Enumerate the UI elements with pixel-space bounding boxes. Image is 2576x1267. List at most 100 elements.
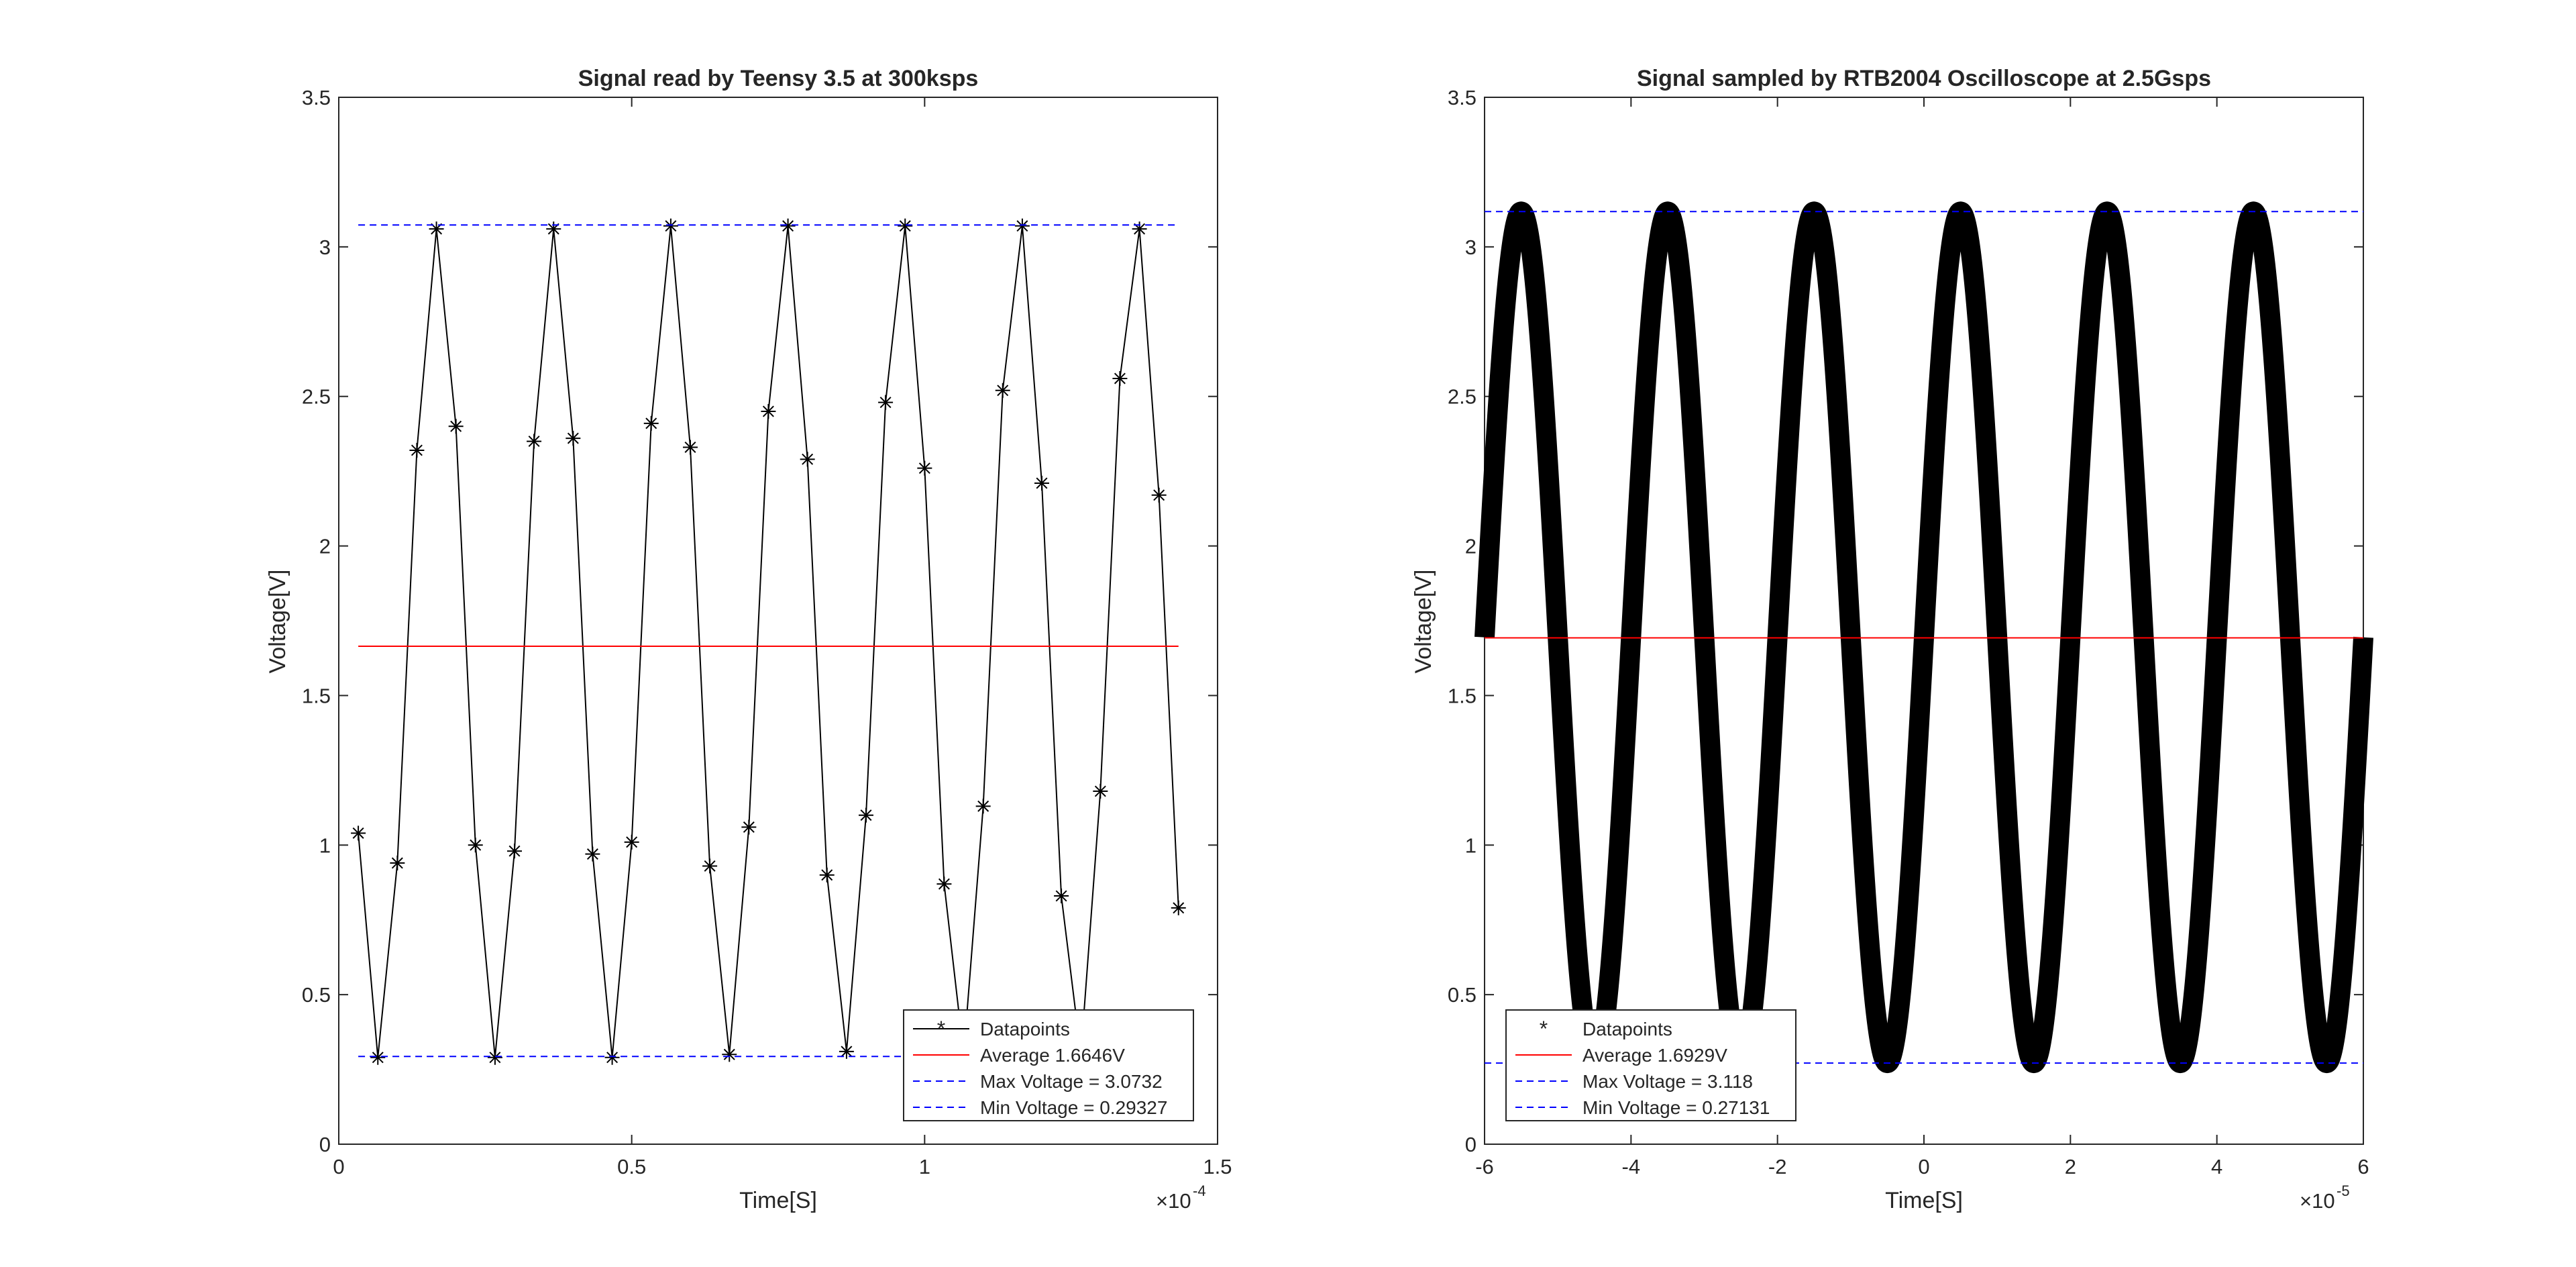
left-series-0-point-7-stroke [489, 1052, 501, 1064]
left-series-0-point-16-stroke [665, 220, 677, 232]
left-series-0-point-4 [429, 221, 444, 237]
left-series-0-point-13-stroke [606, 1052, 619, 1064]
left-series-0-point-39-stroke [1114, 372, 1126, 385]
left-series-0-point-35 [1034, 475, 1049, 491]
right-x-tick-label: -4 [1622, 1155, 1641, 1178]
left-series-0-point-24-stroke [821, 869, 833, 881]
left-series-0-point-34-stroke [1016, 220, 1028, 232]
right-legend-max-label: Max Voltage = 3.118 [1582, 1071, 1753, 1092]
left-series-0-point-22-stroke [782, 220, 794, 232]
right-chart: Signal sampled by RTB2004 Oscilloscope a… [1411, 66, 2373, 1213]
left-series-0-point-21 [761, 404, 776, 419]
left-series-0-point-11-stroke [567, 432, 579, 444]
right-y-tick-label: 2.5 [1448, 385, 1477, 409]
left-series-0-point-32-stroke [977, 800, 989, 812]
left-series-0-point-2 [390, 856, 405, 871]
right-chart-legend-box [1505, 1009, 1796, 1121]
left-series-0-point-1-stroke [372, 1052, 384, 1064]
left-x-tick-label: 1.5 [1203, 1155, 1232, 1178]
right-x-tick-label: 4 [2211, 1155, 2222, 1178]
left-series-0-point-39 [1112, 370, 1128, 386]
left-series-0-point-5-stroke [450, 420, 462, 432]
left-y-tick-label: 2.5 [302, 385, 331, 409]
right-x-tick-label: 6 [2357, 1155, 2369, 1178]
left-chart-title: Signal read by Teensy 3.5 at 300ksps [578, 66, 979, 91]
left-series-0-point-16 [663, 218, 678, 234]
left-series-0-point-22 [780, 218, 796, 234]
left-y-tick-label: 3 [319, 236, 331, 259]
left-y-tick-label: 0.5 [302, 983, 331, 1007]
right-x-tick-label: 0 [1918, 1155, 1929, 1178]
right-y-tick-label: 0.5 [1448, 983, 1477, 1007]
left-y-tick-label: 3.5 [302, 86, 331, 109]
left-series-0-point-30 [936, 876, 952, 892]
right-legend-min-label: Min Voltage = 0.27131 [1582, 1097, 1770, 1118]
left-series-0-point-6-stroke [470, 839, 482, 851]
left-series-0-point-28-stroke [899, 220, 911, 232]
left-series-0-point-14-stroke [626, 836, 638, 848]
right-x-tick-label: 2 [2065, 1155, 2076, 1178]
left-series-0-point-29 [917, 460, 932, 476]
left-series-0-point-40 [1132, 221, 1147, 237]
left-series-0-point-28 [898, 218, 913, 234]
left-series-0-point-30-stroke [938, 878, 950, 890]
left-chart-legend: * Datapoints Average 1.6646V Max Voltage… [903, 1009, 1194, 1121]
right-y-tick-label: 3 [1465, 236, 1477, 259]
left-series-0-point-23-stroke [802, 453, 814, 465]
right-legend-average-label: Average 1.6929V [1582, 1045, 1727, 1066]
left-chart-axes-box [338, 97, 1218, 1145]
left-series-0-point-11 [566, 431, 581, 446]
left-series-0-point-15-stroke [645, 417, 657, 429]
left-series-0-point-6 [468, 838, 483, 853]
left-x-tick-label: 1 [919, 1155, 930, 1178]
left-series-0-point-19 [722, 1047, 737, 1062]
right-chart-plot-area: -6 -4 -2 0 2 4 6 0 0.5 1 1.5 2 2.5 3 3.5 [1448, 86, 2373, 1178]
left-legend-max-label: Max Voltage = 3.0732 [980, 1071, 1163, 1092]
left-series-0-point-5 [448, 419, 464, 434]
right-chart-y-label: Voltage[V] [1411, 569, 1436, 673]
left-series-0-point-41-stroke [1153, 489, 1165, 501]
right-y-tick-label: 1.5 [1448, 684, 1477, 707]
left-series-0-point-12 [585, 846, 600, 862]
left-series-0-point-2-stroke [391, 857, 403, 869]
left-series-0-point-14 [624, 834, 639, 850]
left-legend-average-label: Average 1.6646V [980, 1045, 1125, 1066]
left-series-0-point-3 [409, 442, 425, 458]
left-series-0-point-25-stroke [841, 1046, 853, 1058]
right-chart-x-exponent-power: -5 [2337, 1182, 2350, 1199]
left-legend-min-label: Min Voltage = 0.29327 [980, 1097, 1167, 1118]
left-legend-datapoints-label: Datapoints [980, 1019, 1070, 1040]
left-chart-x-exponent: ×10 -4 [1156, 1182, 1206, 1213]
right-chart-legend: * Datapoints Average 1.6929V Max Voltage… [1505, 1009, 1796, 1121]
right-y-tick-label: 0 [1465, 1133, 1477, 1156]
left-series-0-point-26 [859, 807, 873, 823]
left-series-0-point-20-stroke [743, 821, 755, 833]
right-y-tick-label: 3.5 [1448, 86, 1477, 109]
left-chart-x-label: Time[S] [739, 1188, 817, 1213]
left-series-0-point-13 [604, 1050, 620, 1065]
left-series-0-point-0-stroke [352, 827, 364, 839]
left-series-0-point-18 [702, 858, 718, 874]
right-legend-datapoints-label: Datapoints [1582, 1019, 1672, 1040]
left-series-0-point-10 [546, 221, 561, 237]
left-series-0-point-19-stroke [723, 1048, 735, 1060]
left-series-0-point-8-stroke [508, 845, 521, 857]
left-series-0-point-23 [800, 452, 815, 467]
left-series-0-point-29-stroke [918, 462, 930, 474]
left-chart-x-exponent-power: -4 [1193, 1182, 1206, 1199]
left-series-0-point-9-stroke [528, 436, 540, 448]
left-series-0-point-40-stroke [1134, 223, 1146, 235]
left-series-0-point-26-stroke [860, 809, 872, 821]
left-series-0-point-36 [1054, 889, 1069, 904]
right-chart-x-exponent: ×10 -5 [2300, 1182, 2350, 1213]
right-y-tick-label: 1 [1465, 833, 1477, 857]
left-x-tick-label: 0 [333, 1155, 344, 1178]
left-series-0-point-38-stroke [1094, 785, 1106, 797]
left-series-0-point-17 [683, 440, 698, 455]
left-series-0-point-18-stroke [704, 860, 716, 872]
left-y-tick-label: 1 [319, 833, 331, 857]
left-series-0-point-15 [643, 415, 659, 431]
left-x-tick-label: 0.5 [617, 1155, 646, 1178]
